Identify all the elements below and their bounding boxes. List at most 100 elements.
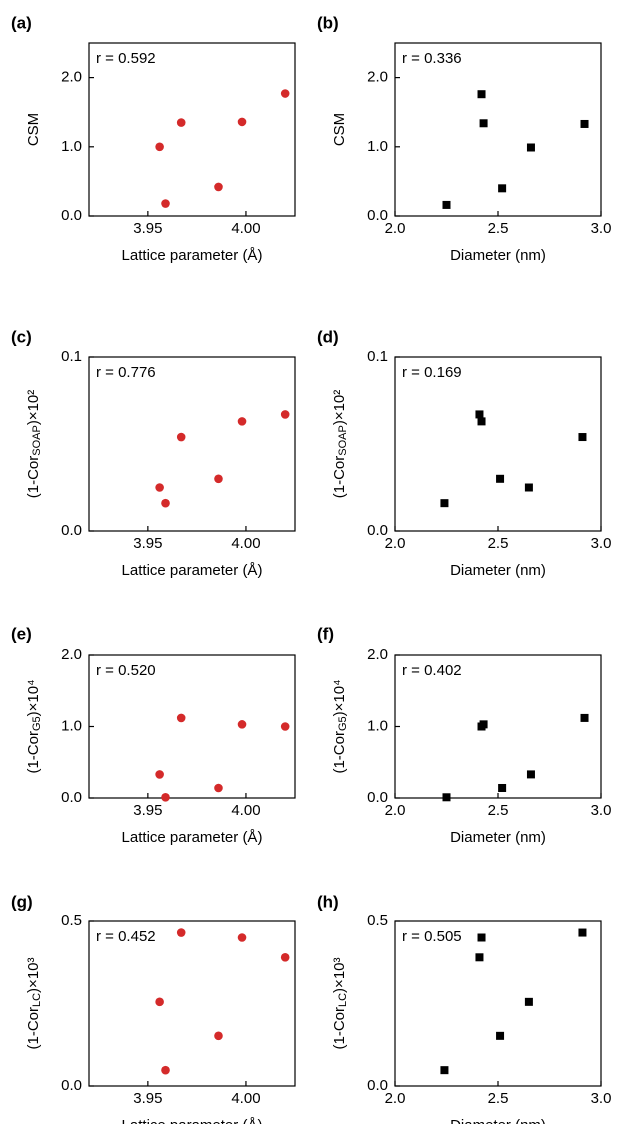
data-point	[161, 498, 170, 508]
chart-panel: (d) 2.0 2.5 3.0 0.0 0.1 Diameter (nm) (1-CorSOA…	[317, 327, 611, 579]
data-point	[214, 182, 223, 192]
correlation-annotation: r = 0.592	[96, 50, 156, 67]
plot-frame	[88, 42, 296, 217]
plot-frame	[394, 356, 602, 532]
x-tick-label: 2.5	[488, 802, 509, 819]
y-tick-label: 2.0	[61, 646, 82, 663]
data-point	[580, 713, 589, 722]
data-point	[479, 119, 488, 128]
data-point	[155, 142, 164, 152]
y-tick-label: 1.0	[61, 138, 82, 155]
data-point	[578, 433, 587, 442]
x-tick-label: 2.0	[385, 1090, 406, 1107]
y-axis-label: (1-CorSOAP)×10²	[25, 390, 43, 499]
y-tick-label: 0.0	[367, 1077, 388, 1094]
x-tick-label: 3.95	[133, 220, 162, 237]
data-point	[498, 783, 507, 792]
correlation-annotation: r = 0.336	[402, 50, 462, 67]
x-tick-label: 4.00	[231, 535, 260, 552]
y-tick-label: 2.0	[367, 69, 388, 86]
x-tick-label: 3.95	[133, 1090, 162, 1107]
x-tick-label: 2.5	[488, 1090, 509, 1107]
y-tick-label: 0.0	[367, 522, 388, 539]
data-point	[526, 143, 535, 152]
x-tick-label: 4.00	[231, 220, 260, 237]
panel-label: (h)	[317, 892, 339, 911]
data-point	[161, 199, 170, 208]
chart-panel: (f) 2.0 2.5 3.0 0.0 1.0 2.0 Diameter (nm) (1-Cor…	[317, 624, 611, 846]
panel-label: (c)	[11, 327, 32, 346]
data-point	[237, 417, 247, 426]
data-point	[442, 793, 451, 802]
data-point	[440, 1066, 449, 1075]
data-point	[578, 928, 587, 937]
y-axis-label: (1-CorLC)×10³	[25, 957, 43, 1049]
y-tick-label: 1.0	[367, 138, 388, 155]
data-point	[214, 474, 223, 484]
chart-panel: (a) 3.95 4.00 0.0 1.0 2.0 Lattice parameter (Å…	[11, 13, 296, 264]
x-tick-label: 2.0	[385, 802, 406, 819]
panel-label: (f)	[317, 624, 334, 643]
data-point	[214, 1031, 223, 1041]
y-tick-label: 1.0	[367, 717, 388, 734]
y-tick-label: 0.0	[61, 1077, 82, 1094]
chart-panel: (b) 2.0 2.5 3.0 0.0 1.0 2.0 Diameter (nm) CSM r =…	[317, 13, 611, 264]
y-tick-label: 0.0	[61, 789, 82, 806]
data-point	[176, 432, 186, 442]
y-axis-label: (1-CorLC)×10³	[331, 957, 349, 1049]
chart-panel: (c) 3.95 4.00 0.0 0.1 Lattice parameter (Å) (1…	[11, 327, 296, 579]
panel-label: (d)	[317, 327, 339, 346]
data-point	[477, 90, 486, 99]
data-point	[442, 200, 451, 209]
data-point	[526, 770, 535, 779]
data-point	[479, 720, 488, 729]
x-tick-label: 3.0	[591, 802, 612, 819]
correlation-annotation: r = 0.169	[402, 364, 462, 381]
data-point	[155, 997, 164, 1007]
x-axis-label: Lattice parameter (Å)	[122, 247, 263, 264]
panel-label: (a)	[11, 13, 32, 32]
x-tick-label: 2.0	[385, 220, 406, 237]
x-tick-label: 2.5	[488, 535, 509, 552]
data-point	[477, 417, 486, 426]
plot-frame	[394, 42, 602, 217]
y-tick-label: 0.5	[61, 912, 82, 929]
y-tick-label: 0.1	[367, 348, 388, 365]
correlation-annotation: r = 0.452	[96, 928, 156, 945]
data-point	[580, 119, 589, 128]
x-axis-label: Diameter (nm)	[450, 247, 546, 264]
data-point	[280, 89, 290, 98]
x-tick-label: 3.0	[591, 220, 612, 237]
data-point	[214, 783, 223, 793]
data-point	[475, 953, 484, 962]
data-point	[477, 933, 486, 942]
x-tick-label: 2.5	[488, 220, 509, 237]
data-point	[496, 1031, 505, 1040]
correlation-annotation: r = 0.776	[96, 364, 156, 381]
data-point	[280, 953, 290, 962]
data-point	[280, 722, 290, 731]
y-axis-label: (1-CorSOAP)×10²	[331, 390, 349, 499]
y-tick-label: 1.0	[61, 717, 82, 734]
data-point	[155, 770, 164, 779]
data-point	[176, 928, 186, 937]
panel-label: (g)	[11, 892, 33, 911]
panel-label: (b)	[317, 13, 339, 32]
data-point	[161, 792, 170, 802]
x-tick-label: 3.0	[591, 535, 612, 552]
data-point	[524, 483, 533, 492]
x-tick-label: 3.0	[591, 1090, 612, 1107]
data-point	[237, 933, 247, 942]
data-point	[237, 720, 247, 729]
plot-frame	[394, 920, 602, 1087]
data-point	[237, 117, 247, 127]
x-axis-label: Diameter (nm)	[450, 829, 546, 846]
y-axis-label: CSM	[25, 113, 42, 146]
plot-frame	[88, 920, 296, 1087]
correlation-annotation: r = 0.520	[96, 662, 156, 679]
y-tick-label: 0.0	[61, 522, 82, 539]
data-point	[155, 483, 164, 492]
x-tick-label: 2.0	[385, 535, 406, 552]
y-axis-label: (1-CorG5)×10⁴	[25, 679, 43, 773]
